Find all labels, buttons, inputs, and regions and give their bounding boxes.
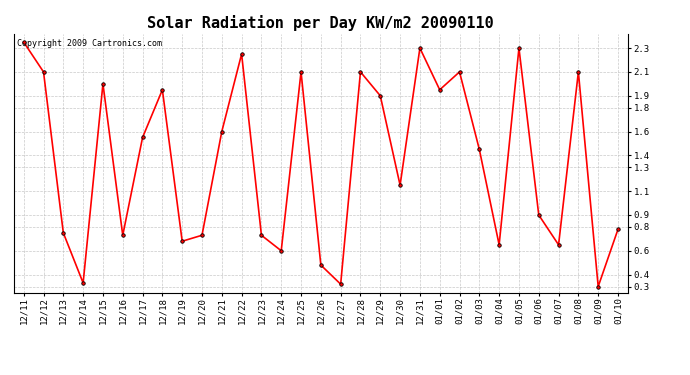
- Text: Copyright 2009 Cartronics.com: Copyright 2009 Cartronics.com: [17, 39, 162, 48]
- Title: Solar Radiation per Day KW/m2 20090110: Solar Radiation per Day KW/m2 20090110: [148, 15, 494, 31]
